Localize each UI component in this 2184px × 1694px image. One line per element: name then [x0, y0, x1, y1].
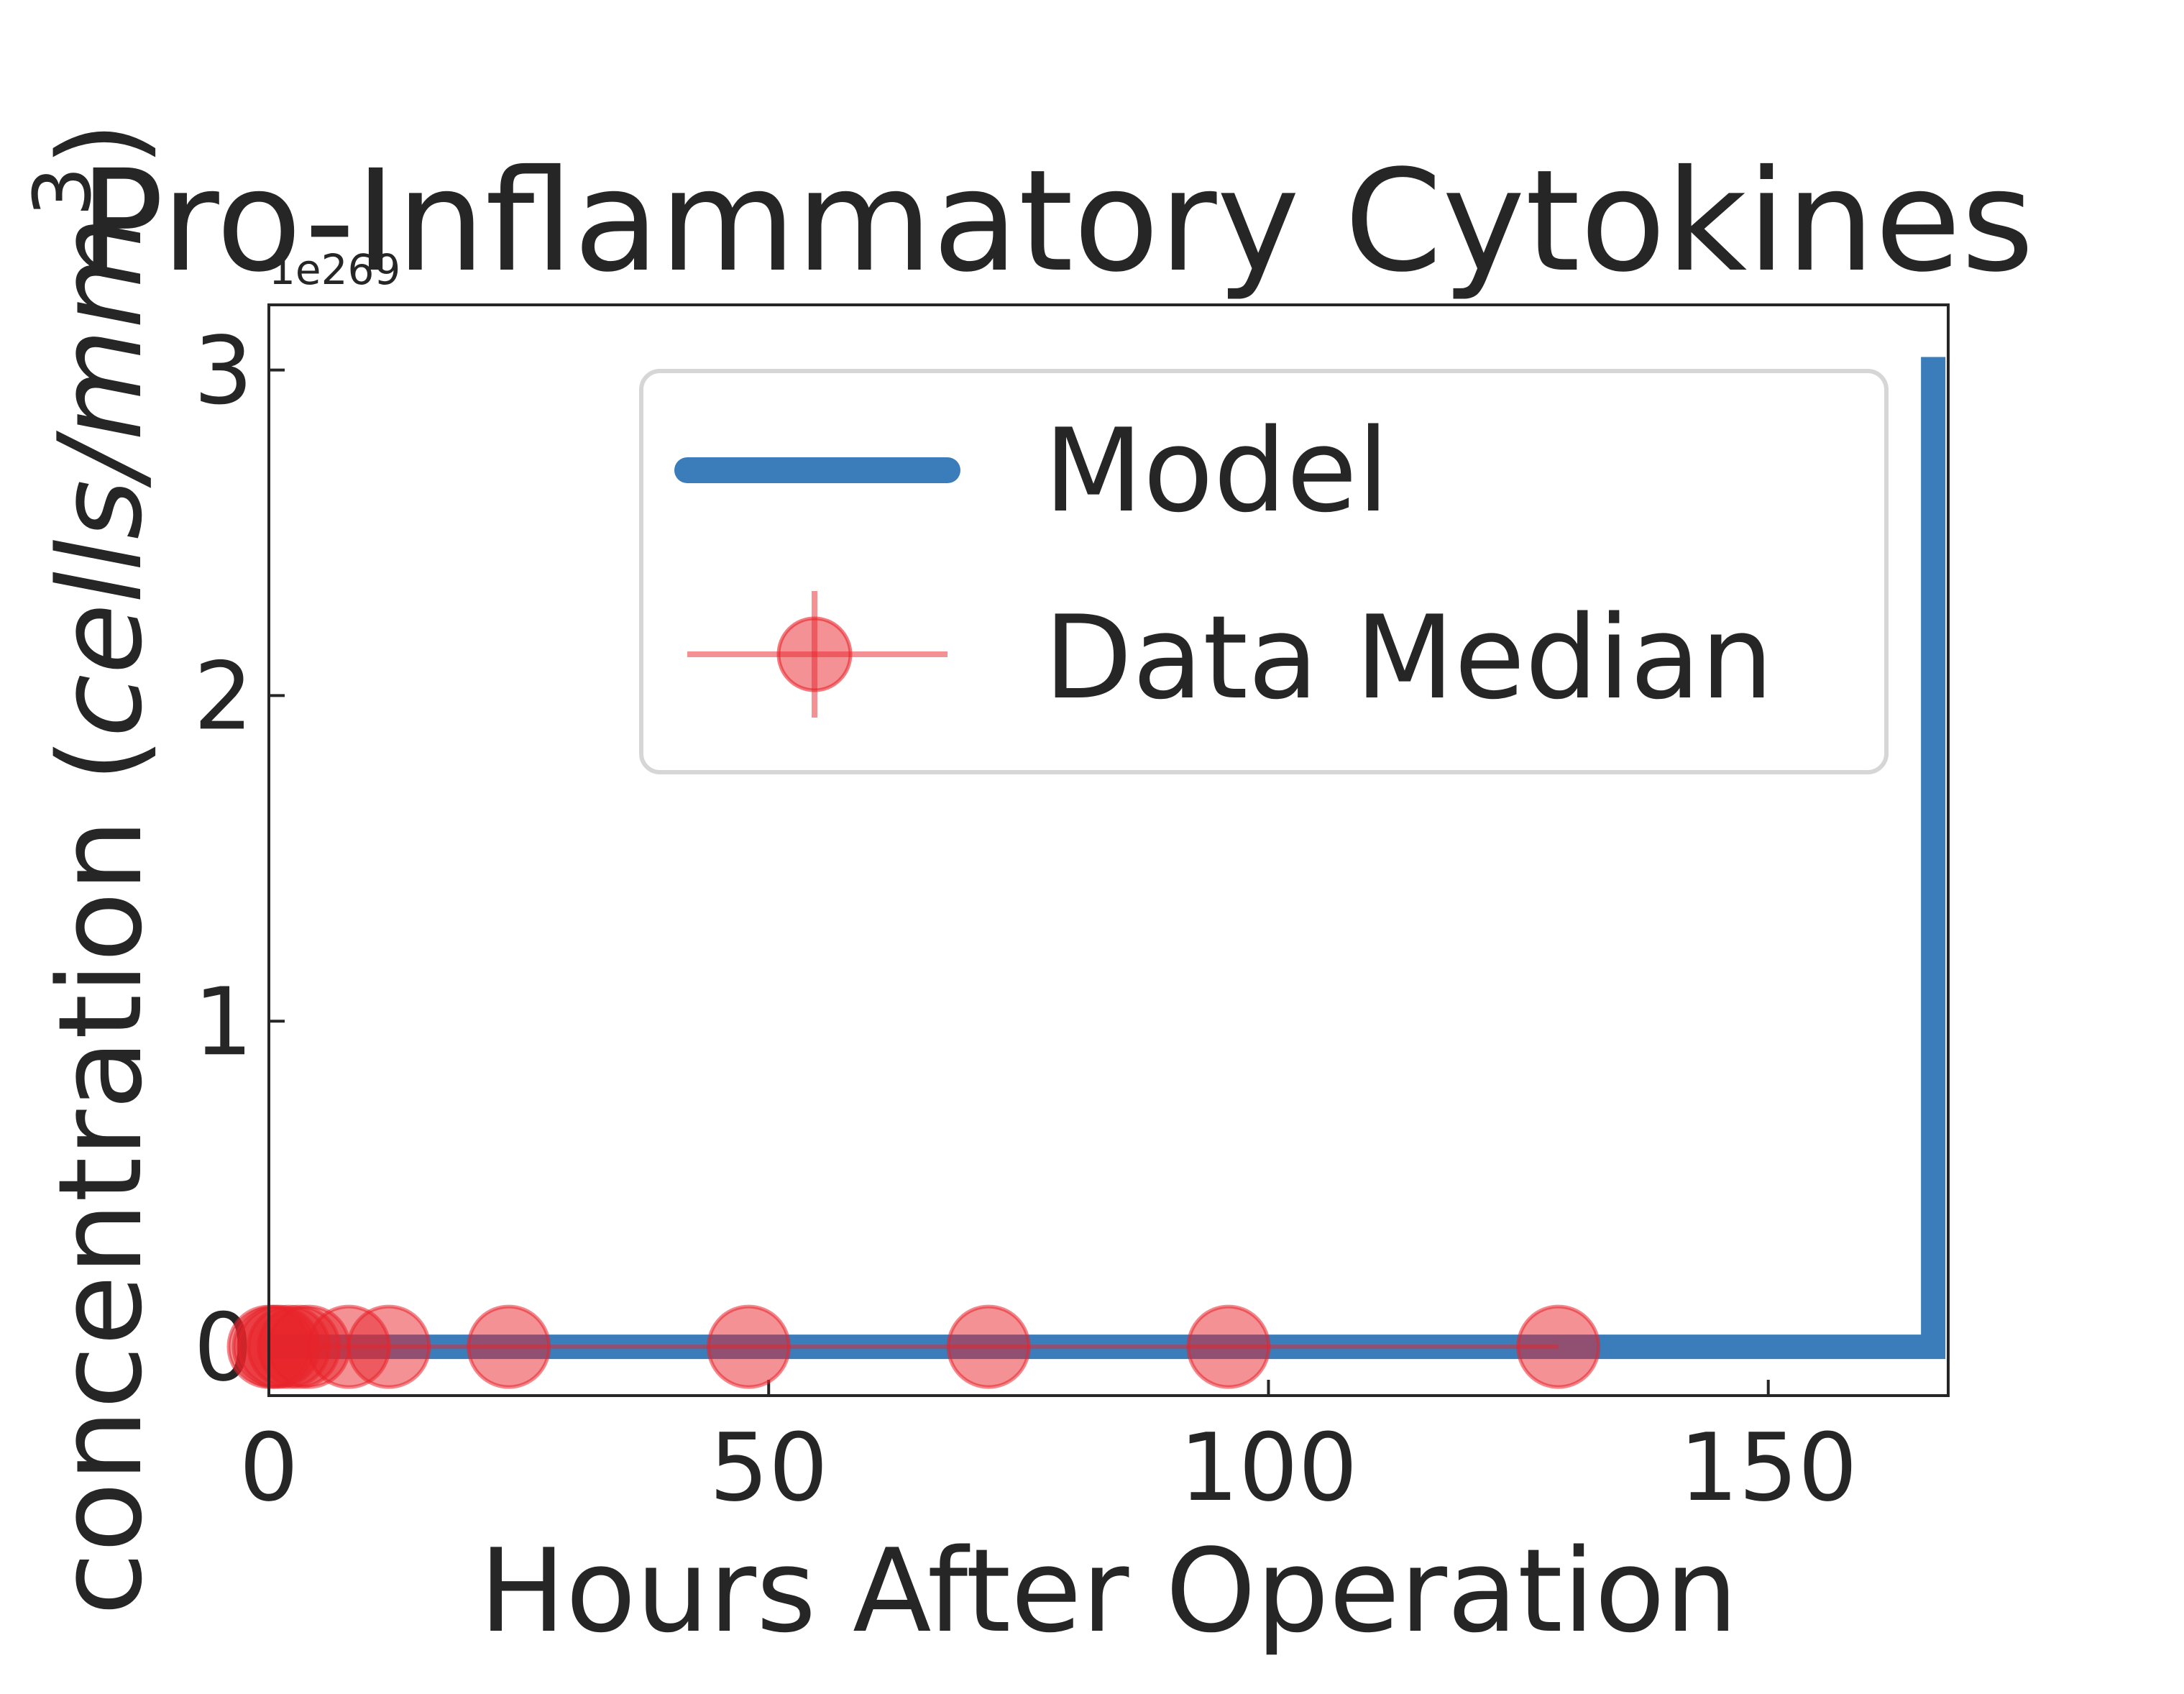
y-axis-label-superscript: 3	[17, 166, 109, 216]
plot-area	[226, 357, 1946, 1389]
data-median-point	[1516, 1304, 1601, 1389]
chart-title: Pro-Inflammatory Cytokines	[79, 139, 2034, 303]
data-median-point	[1186, 1304, 1271, 1389]
data-median-point	[347, 1304, 431, 1389]
x-tick-label: 50	[710, 1413, 828, 1522]
legend-model-label: Model	[1044, 403, 1389, 538]
x-tick-label: 150	[1679, 1413, 1858, 1522]
x-axis-label: Hours After Operation	[480, 1524, 1738, 1658]
y-tick-label: 1	[193, 967, 253, 1076]
y-tick-label: 3	[193, 316, 253, 426]
x-tick-label: 0	[239, 1413, 299, 1522]
data-median-point	[706, 1304, 791, 1389]
y-axis-label-unit: cells/mm	[33, 216, 168, 737]
legend: Model Data Median	[639, 369, 1889, 774]
y-axis-label: concentration (cells/mm3)	[17, 122, 168, 1616]
y-axis-label-suffix: )	[33, 122, 168, 166]
y-tick-label: 2	[193, 641, 253, 751]
legend-data-marker	[776, 616, 853, 692]
legend-data-label: Data Median	[1044, 590, 1774, 725]
plot-frame	[267, 303, 1950, 1397]
data-median-point	[467, 1304, 551, 1389]
y-offset-label: 1e269	[269, 245, 400, 294]
x-tick-label: 100	[1179, 1413, 1357, 1522]
y-axis-label-prefix: concentration (	[33, 738, 168, 1616]
data-median-point	[946, 1304, 1031, 1389]
